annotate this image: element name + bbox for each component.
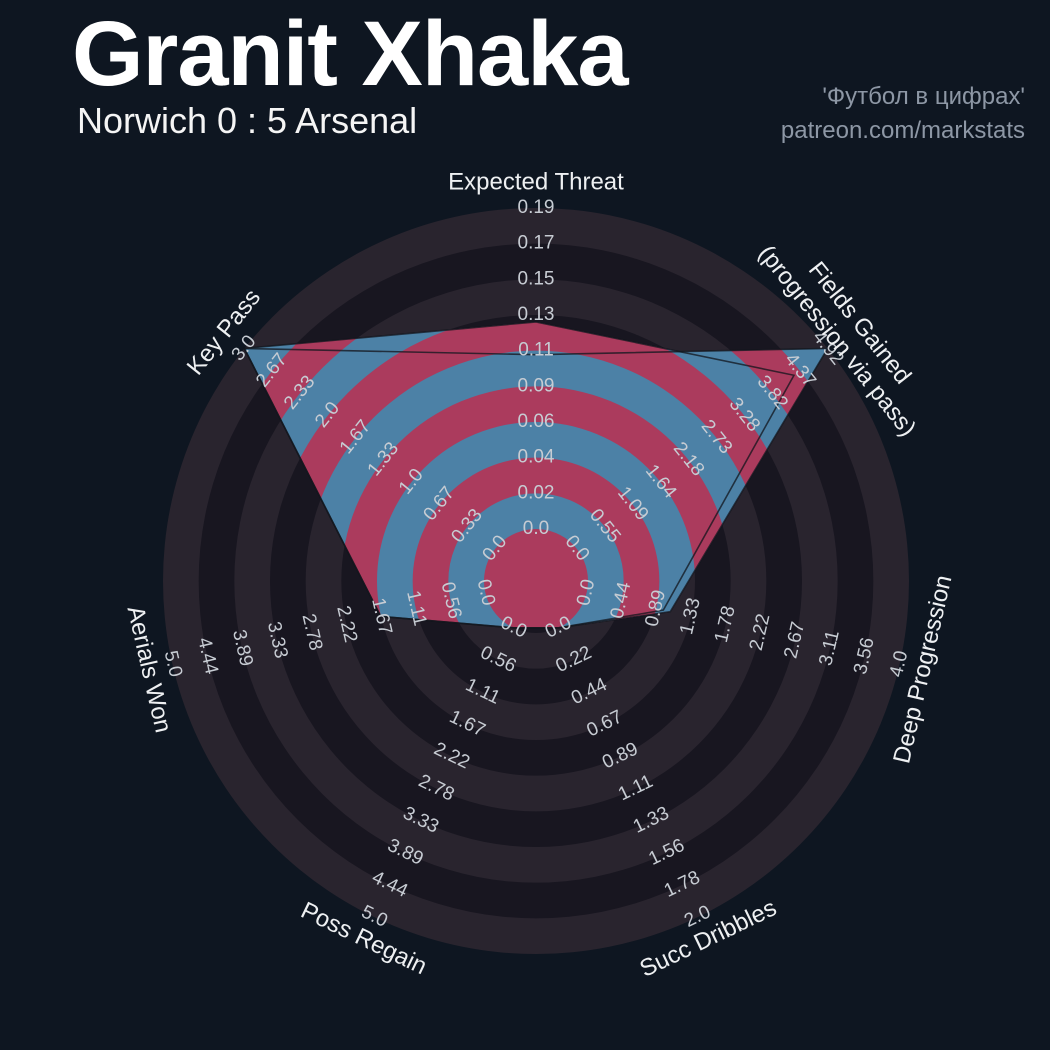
svg-text:0.13: 0.13: [518, 304, 555, 325]
svg-text:0.04: 0.04: [518, 447, 555, 468]
svg-text:0.02: 0.02: [518, 482, 555, 503]
svg-text:0.19: 0.19: [518, 197, 555, 218]
svg-text:0.09: 0.09: [518, 375, 555, 396]
svg-text:0.15: 0.15: [518, 268, 555, 289]
svg-text:0.06: 0.06: [518, 411, 555, 432]
svg-text:Expected Threat: Expected Threat: [448, 168, 624, 195]
svg-text:0.17: 0.17: [518, 233, 555, 254]
svg-text:0.0: 0.0: [523, 518, 549, 539]
svg-text:0.11: 0.11: [518, 340, 554, 361]
